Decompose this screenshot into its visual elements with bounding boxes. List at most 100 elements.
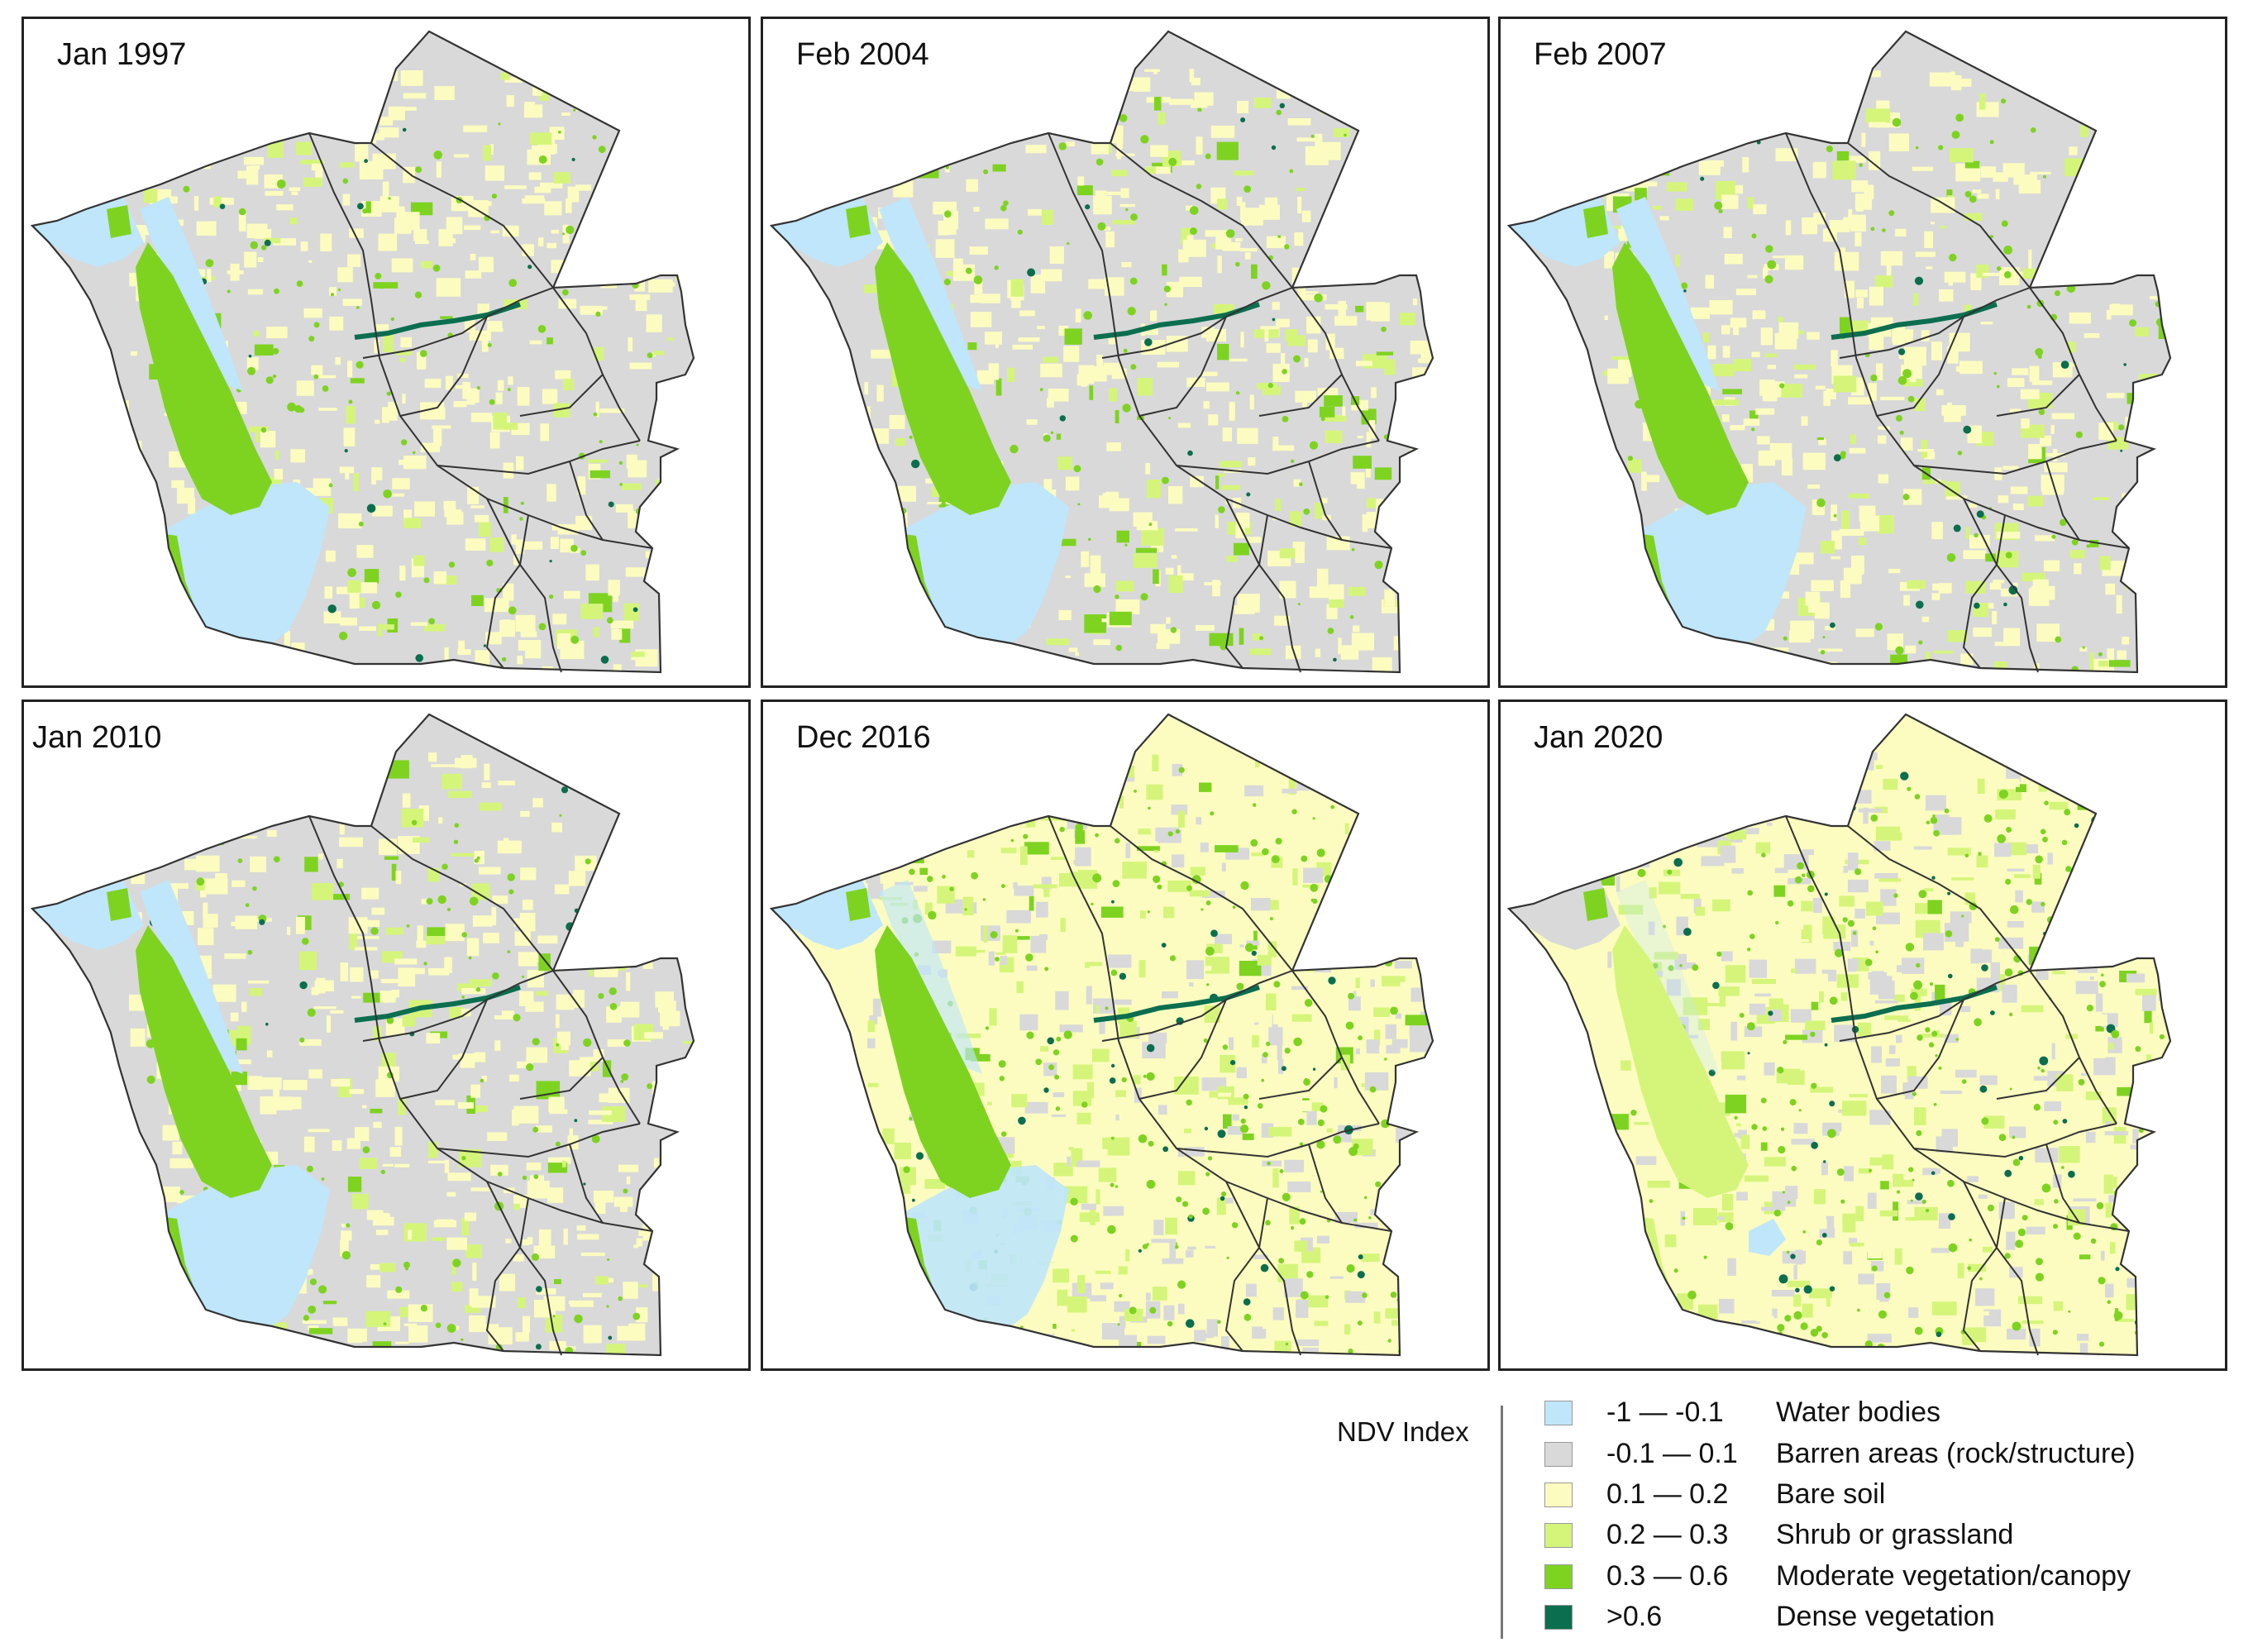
cover-patch [2057, 1306, 2083, 1325]
cover-patch [615, 504, 633, 513]
cover-patch [1328, 1354, 1332, 1355]
vegetation-speck [990, 931, 998, 938]
cover-patch [1632, 183, 1648, 192]
cover-patch [2107, 437, 2129, 450]
cover-patch [1272, 302, 1280, 310]
cover-patch [128, 90, 150, 100]
cover-patch [162, 1186, 180, 1202]
cover-patch [300, 160, 324, 165]
cover-patch [413, 555, 425, 566]
cover-patch [1709, 299, 1733, 315]
cover-patch [1028, 208, 1042, 216]
cover-patch [487, 328, 504, 332]
cover-patch [443, 500, 456, 510]
legend-item-barren: -0.1 — 0.1 Barren areas (rock/structure) [1544, 1437, 2206, 1473]
vegetation-speck [1271, 145, 1277, 150]
vegetation-speck [1232, 905, 1236, 910]
vegetation-speck [1625, 1296, 1633, 1305]
cover-patch [451, 1259, 456, 1276]
vegetation-speck [1723, 794, 1730, 801]
cover-patch [2108, 1043, 2114, 1050]
vegetation-speck [1799, 1360, 1805, 1366]
cover-patch [660, 571, 677, 586]
vegetation-speck [1251, 950, 1257, 956]
cover-patch [143, 189, 158, 203]
cover-patch [628, 98, 642, 117]
vegetation-speck [2095, 907, 2104, 917]
cover-patch [2108, 1195, 2119, 1203]
cover-patch [1794, 374, 1808, 379]
cover-patch [1221, 862, 1226, 872]
cover-patch [1414, 784, 1433, 797]
vegetation-speck [1683, 928, 1692, 936]
region-outline [1506, 30, 2172, 674]
vegetation-speck [321, 1177, 325, 1181]
vegetation-speck [888, 839, 895, 847]
cover-patch [563, 379, 575, 390]
vegetation-speck [1783, 1039, 1788, 1044]
cover-patch [1257, 954, 1272, 966]
cover-patch [253, 331, 260, 337]
cover-patch [1921, 439, 1928, 458]
cover-patch [1344, 854, 1364, 865]
cover-patch [1849, 447, 1866, 454]
cover-patch [1354, 762, 1367, 767]
cover-patch [260, 1096, 277, 1115]
cover-patch [1037, 326, 1045, 330]
cover-patch [361, 887, 379, 900]
vegetation-speck [1265, 1220, 1271, 1226]
cover-patch [671, 1318, 675, 1328]
cover-patch [427, 407, 446, 420]
vegetation-speck [2004, 1253, 2011, 1259]
vegetation-speck [656, 820, 664, 828]
cover-patch [1832, 160, 1856, 180]
cover-patch [1048, 389, 1069, 402]
cover-patch [341, 1224, 346, 1228]
vegetation-speck [1390, 1292, 1397, 1298]
vegetation-speck [1119, 114, 1128, 122]
cover-patch [1018, 337, 1040, 342]
vegetation-speck [1987, 1204, 1994, 1212]
cover-patch [1804, 806, 1827, 816]
cover-patch [196, 221, 217, 236]
vegetation-speck [644, 501, 654, 511]
cover-patch [445, 924, 465, 942]
cover-patch [879, 916, 897, 923]
cover-patch [129, 637, 136, 654]
cover-patch [1241, 208, 1263, 226]
vegetation-speck [489, 399, 495, 405]
vegetation-speck [1262, 847, 1269, 856]
vegetation-speck [1316, 848, 1325, 857]
cover-patch [1842, 1101, 1867, 1116]
cover-patch [350, 967, 364, 982]
cover-patch [1850, 1242, 1864, 1247]
cover-patch [2069, 550, 2085, 559]
cover-patch [2146, 497, 2165, 510]
cover-patch [1933, 650, 1954, 654]
vegetation-speck [1751, 233, 1757, 239]
vegetation-speck [1282, 416, 1289, 423]
vegetation-speck [2033, 1104, 2041, 1111]
cover-patch [237, 836, 257, 839]
cover-patch [1313, 813, 1326, 819]
cover-patch [875, 96, 883, 107]
vegetation-speck [1708, 131, 1714, 136]
cover-patch [1744, 1175, 1769, 1182]
cover-patch [230, 1012, 239, 1022]
cover-patch [1651, 1298, 1661, 1306]
vegetation-speck [945, 146, 951, 150]
cover-patch [399, 358, 406, 363]
cover-patch [1102, 1137, 1118, 1149]
vegetation-speck [260, 427, 267, 433]
cover-patch [1888, 1045, 1896, 1054]
vegetation-speck [1635, 1352, 1641, 1355]
cover-patch [561, 112, 570, 116]
cover-patch [1011, 1094, 1028, 1108]
cover-patch [337, 267, 353, 283]
cover-patch [1043, 881, 1050, 897]
cover-patch [1769, 998, 1783, 1009]
vegetation-speck [435, 1322, 442, 1329]
cover-patch [1688, 98, 1702, 109]
cover-patch [1650, 669, 1676, 672]
vegetation-speck [595, 311, 601, 317]
